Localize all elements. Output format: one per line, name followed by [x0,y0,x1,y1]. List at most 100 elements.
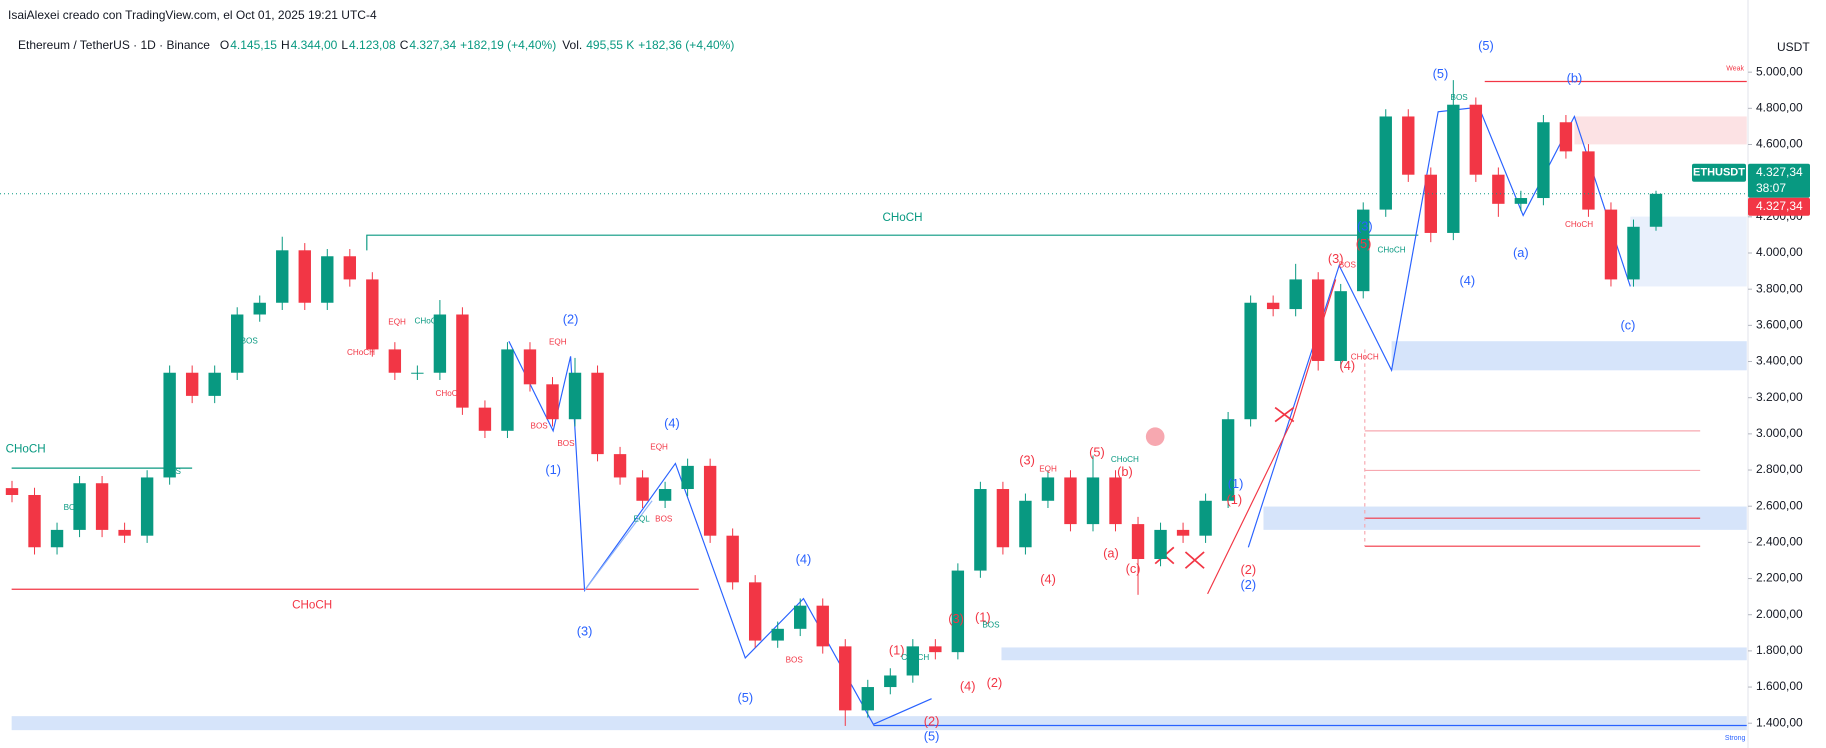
candle-body [884,675,897,688]
legend-key: L [341,38,348,52]
candle-body [208,372,221,396]
author-line: IsaiAlexei creado con TradingView.com, e… [8,8,377,22]
annotation: CHoCH [6,443,46,456]
annotation: (1) [545,462,561,477]
y-tick-label: 2.800,00 [1756,462,1803,476]
annotation: BOS [557,439,575,448]
y-tick-label: 4.600,00 [1756,137,1803,151]
annotation: (3) [1328,251,1344,266]
legend-value: 4.145,15 [230,38,277,52]
candle-body [50,529,64,548]
annotation: (a) [1103,546,1119,561]
annotation: (2) [1241,577,1257,592]
candle-body [1041,477,1055,501]
candle-body [1537,122,1550,199]
candle-body [951,570,965,653]
annotation: BOS [531,421,549,430]
annotation: EQH [650,442,668,451]
y-tick-label: 4.800,00 [1756,101,1803,115]
legend-change: +182,19 (+4,40%) [460,38,556,52]
candle-body [276,250,289,303]
annotation: CHoCH [435,389,463,398]
annotation: CHoCH [415,317,443,326]
annotation: (5) [1433,66,1449,81]
annotation: (5) [1478,38,1494,53]
candle-body [771,628,784,641]
annotation: (c) [1621,317,1636,332]
annotation: BOS [982,620,1000,629]
annotation: (1) [889,642,905,657]
y-tick-label: 3.200,00 [1756,390,1803,404]
annotation: (5) [737,690,753,705]
zone [1001,647,1747,661]
annotation: (3) [1357,218,1373,233]
candle-body [748,582,762,641]
candle-body [1469,104,1483,175]
legend-key: H [281,38,290,52]
annotation: (4) [960,678,976,693]
volume-change: +182,36 (+4,40%) [638,38,734,52]
candle-body [681,465,694,490]
y-tick-label: 5.000,00 [1756,64,1803,78]
annotation: CHoCH [347,348,375,357]
y-tick-label: 2.000,00 [1756,607,1803,621]
candle-body [591,372,604,455]
annotation: (4) [664,415,680,430]
annotation: EQH [388,318,406,327]
annotation: (5) [1089,444,1105,459]
candle-body [1221,419,1235,501]
candle-body [321,256,334,303]
price-tag [1748,197,1810,216]
annotation: BOS [241,336,259,345]
candle-body [1514,198,1528,204]
y-tick-label: 2.600,00 [1756,498,1803,512]
legend-key: C [400,38,409,52]
candle-body [366,279,379,350]
candle-body [1627,226,1640,280]
candle-body [1559,122,1573,152]
annotation: EQH [1039,464,1057,473]
zone [11,716,1747,731]
annotation: BOS [1339,261,1357,270]
annotation: EQL [633,515,650,524]
annotation: (2) [563,312,579,327]
candle-body [118,529,131,536]
annotation: CHoCH [1351,353,1379,362]
candle-body [253,302,266,315]
candle-body [163,372,176,478]
annotation: (5) [924,729,940,744]
annotation: (2) [1241,562,1257,577]
candle-body [658,489,672,501]
candle-body [1379,116,1392,210]
wave-line [584,500,653,591]
annotation: (5) [1356,236,1372,251]
candle-body [703,465,717,536]
symbol-title: Ethereum / TetherUS · 1D · Binance [18,38,210,52]
candle-body [1154,529,1167,560]
annotation: (2) [924,713,940,728]
annotation: (4) [1459,273,1475,288]
price-tag-text: 4.327,34 [1756,199,1803,213]
candle-body [1131,524,1145,560]
candle-body [1492,174,1505,204]
candle-body [1176,529,1190,536]
annotation: Strong [1725,735,1746,742]
annotation: (1) [975,610,991,625]
candle-body [1289,279,1302,310]
candle-body [298,250,311,303]
annotation: (4) [1340,358,1356,373]
legend-key: O [220,38,229,52]
candle-body [1649,193,1663,227]
candle-body [1604,209,1618,280]
annotation: Weak [1726,66,1744,73]
zone [1574,116,1747,145]
currency: USDT [1777,40,1810,54]
annotation: (4) [796,551,812,566]
y-tick-label: 4.000,00 [1756,245,1803,259]
legend-value: 4.123,08 [349,38,396,52]
candle-body [1357,209,1370,292]
annotation: CHoCH [292,599,332,612]
annotation: CHoCH [1565,220,1593,229]
candle-body [1266,302,1280,310]
